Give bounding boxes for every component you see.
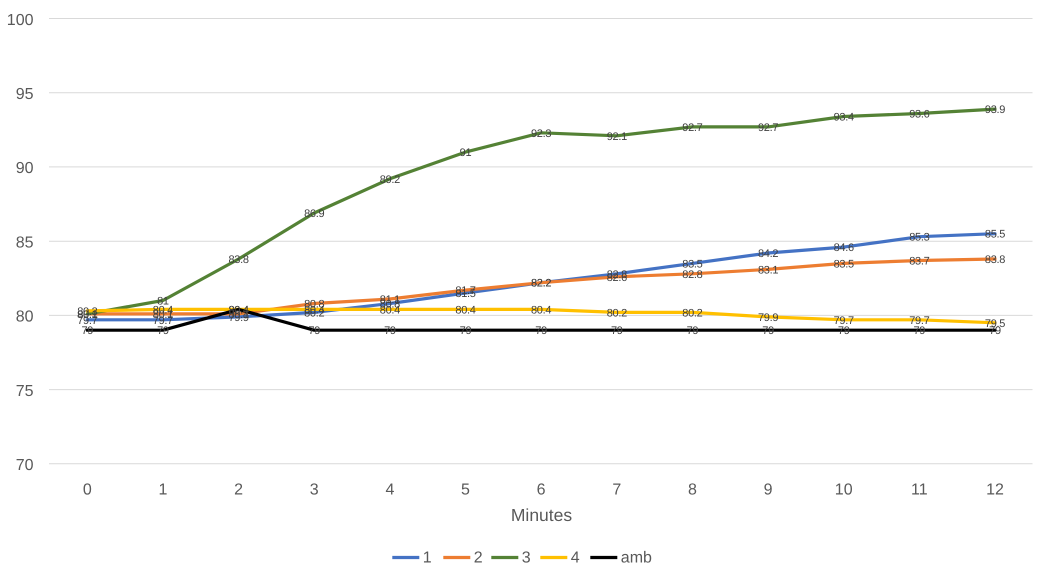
svg-text:12: 12 xyxy=(986,481,1004,498)
svg-text:11: 11 xyxy=(911,481,928,498)
svg-text:79: 79 xyxy=(535,325,547,337)
svg-text:80.4: 80.4 xyxy=(228,304,248,316)
svg-text:93.9: 93.9 xyxy=(985,104,1005,116)
svg-text:79.9: 79.9 xyxy=(758,312,778,324)
svg-text:81: 81 xyxy=(157,296,169,308)
svg-text:79: 79 xyxy=(838,325,850,337)
svg-text:80.2: 80.2 xyxy=(607,307,627,319)
svg-text:79: 79 xyxy=(989,325,1001,337)
svg-text:80.4: 80.4 xyxy=(228,304,248,316)
svg-text:Minutes: Minutes xyxy=(511,505,573,525)
svg-text:89.2: 89.2 xyxy=(380,174,400,186)
svg-text:79.5: 79.5 xyxy=(985,318,1005,330)
svg-text:79: 79 xyxy=(611,325,623,337)
svg-text:83.8: 83.8 xyxy=(228,254,248,266)
svg-text:79: 79 xyxy=(81,325,93,337)
svg-text:83.8: 83.8 xyxy=(985,254,1005,266)
svg-text:92.7: 92.7 xyxy=(758,122,778,134)
svg-text:3: 3 xyxy=(522,550,531,567)
svg-text:6: 6 xyxy=(537,481,546,498)
svg-text:80.1: 80.1 xyxy=(77,309,97,321)
svg-text:1: 1 xyxy=(158,481,167,498)
svg-text:82.2: 82.2 xyxy=(531,278,551,290)
svg-text:2: 2 xyxy=(474,550,483,567)
svg-text:5: 5 xyxy=(461,481,470,498)
svg-text:83.1: 83.1 xyxy=(758,264,778,276)
svg-text:90: 90 xyxy=(16,160,34,177)
svg-text:80.8: 80.8 xyxy=(304,299,324,311)
svg-text:85.3: 85.3 xyxy=(909,232,929,244)
svg-text:80.4: 80.4 xyxy=(380,304,400,316)
svg-text:85: 85 xyxy=(16,235,34,252)
svg-text:82.8: 82.8 xyxy=(682,269,702,281)
svg-text:84.2: 84.2 xyxy=(758,248,778,260)
svg-text:80.4: 80.4 xyxy=(531,304,551,316)
svg-text:79: 79 xyxy=(913,325,925,337)
svg-text:83.5: 83.5 xyxy=(682,258,702,270)
svg-text:80.8: 80.8 xyxy=(380,299,400,311)
svg-text:85.5: 85.5 xyxy=(985,229,1005,241)
svg-text:82.2: 82.2 xyxy=(531,278,551,290)
svg-text:79.9: 79.9 xyxy=(228,312,248,324)
svg-text:79: 79 xyxy=(762,325,774,337)
svg-text:80.2: 80.2 xyxy=(682,307,702,319)
svg-text:1: 1 xyxy=(423,550,432,567)
svg-text:79: 79 xyxy=(460,325,472,337)
svg-text:7: 7 xyxy=(612,481,621,498)
svg-text:80.2: 80.2 xyxy=(304,307,324,319)
svg-text:82.8: 82.8 xyxy=(607,269,627,281)
svg-text:80.1: 80.1 xyxy=(77,309,97,321)
svg-text:4: 4 xyxy=(385,481,394,498)
svg-text:79.7: 79.7 xyxy=(77,315,97,327)
svg-text:81.5: 81.5 xyxy=(455,288,475,300)
svg-text:84.6: 84.6 xyxy=(834,242,854,254)
svg-text:79: 79 xyxy=(308,325,320,337)
svg-text:93.4: 93.4 xyxy=(834,112,854,124)
svg-text:80.4: 80.4 xyxy=(455,304,475,316)
svg-text:86.9: 86.9 xyxy=(304,208,324,220)
svg-text:81.1: 81.1 xyxy=(380,294,400,306)
svg-text:79.7: 79.7 xyxy=(909,315,929,327)
svg-text:79: 79 xyxy=(687,325,699,337)
svg-text:80.1: 80.1 xyxy=(228,309,248,321)
svg-text:83.7: 83.7 xyxy=(909,256,929,268)
svg-text:92.1: 92.1 xyxy=(607,131,627,143)
svg-text:80.1: 80.1 xyxy=(153,309,173,321)
svg-text:80.4: 80.4 xyxy=(153,304,173,316)
svg-text:83.5: 83.5 xyxy=(834,258,854,270)
svg-text:79.7: 79.7 xyxy=(153,315,173,327)
svg-text:81.7: 81.7 xyxy=(455,285,475,297)
svg-text:10: 10 xyxy=(835,481,853,498)
svg-text:9: 9 xyxy=(764,481,773,498)
svg-text:93.6: 93.6 xyxy=(909,109,929,121)
svg-text:91: 91 xyxy=(460,147,472,159)
svg-text:92.3: 92.3 xyxy=(531,128,551,140)
svg-text:92.7: 92.7 xyxy=(682,122,702,134)
svg-text:2: 2 xyxy=(234,481,243,498)
svg-text:79: 79 xyxy=(384,325,396,337)
svg-text:100: 100 xyxy=(7,12,34,29)
svg-text:79.7: 79.7 xyxy=(834,315,854,327)
svg-text:80.4: 80.4 xyxy=(304,304,324,316)
svg-text:3: 3 xyxy=(310,481,319,498)
svg-text:80: 80 xyxy=(16,309,34,326)
svg-text:95: 95 xyxy=(16,86,34,103)
svg-text:79: 79 xyxy=(157,325,169,337)
svg-text:8: 8 xyxy=(688,481,697,498)
svg-text:4: 4 xyxy=(571,550,580,567)
svg-text:80.3: 80.3 xyxy=(77,306,97,318)
svg-text:82.6: 82.6 xyxy=(607,272,627,284)
svg-text:75: 75 xyxy=(16,383,34,400)
svg-text:0: 0 xyxy=(83,481,92,498)
svg-text:70: 70 xyxy=(16,457,34,474)
svg-text:amb: amb xyxy=(621,550,652,567)
